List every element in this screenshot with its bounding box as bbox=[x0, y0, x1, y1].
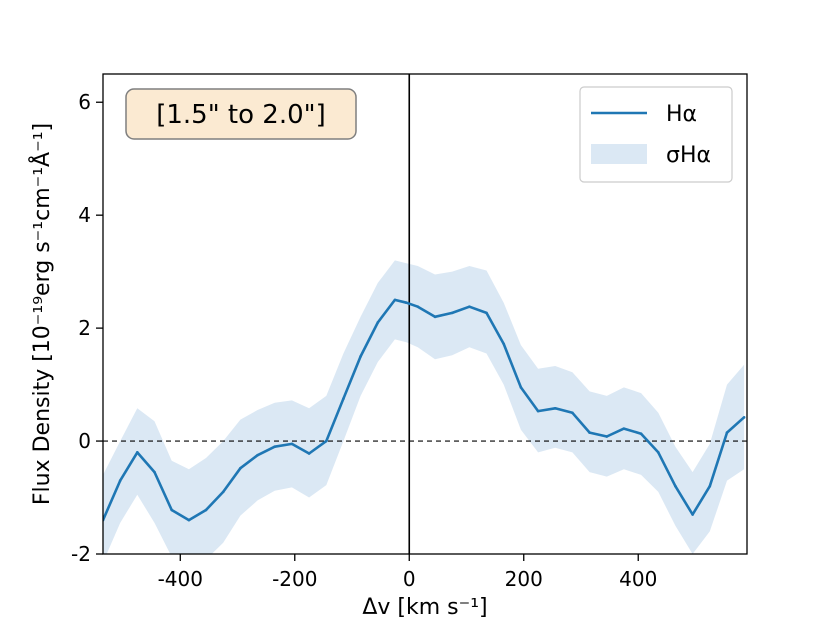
y-tick-label: -2 bbox=[71, 542, 91, 566]
y-tick-label: 4 bbox=[78, 203, 91, 227]
data-point bbox=[256, 453, 259, 457]
data-point bbox=[221, 490, 225, 494]
data-point bbox=[708, 484, 712, 488]
y-tick-label: 2 bbox=[78, 316, 91, 340]
error-band bbox=[103, 260, 745, 554]
annotation-box: [1.5" to 2.0"] bbox=[125, 88, 357, 140]
data-point bbox=[307, 452, 311, 455]
data-point bbox=[536, 409, 540, 413]
data-point bbox=[405, 301, 408, 305]
data-point bbox=[691, 513, 694, 516]
data-point bbox=[553, 407, 557, 410]
data-point bbox=[605, 435, 609, 438]
data-points bbox=[103, 298, 746, 522]
data-point bbox=[170, 508, 173, 512]
data-point bbox=[450, 311, 454, 315]
plot-frame bbox=[102, 73, 748, 555]
x-axis-label: Δv [km s⁻¹] bbox=[362, 595, 487, 620]
data-point bbox=[342, 397, 345, 401]
data-point bbox=[324, 439, 328, 443]
y-tick-label: 0 bbox=[78, 429, 91, 453]
data-point bbox=[571, 411, 574, 415]
x-tick-label: -400 bbox=[158, 567, 203, 591]
data-point bbox=[674, 484, 677, 488]
data-point bbox=[639, 432, 643, 436]
data-point bbox=[588, 431, 591, 434]
data-point bbox=[433, 315, 437, 319]
plot-area bbox=[103, 74, 747, 554]
data-point bbox=[656, 451, 660, 454]
data-point bbox=[290, 442, 294, 446]
data-point bbox=[416, 305, 420, 308]
x-tick-label: 0 bbox=[403, 567, 416, 591]
legend-band-swatch bbox=[591, 144, 647, 164]
x-tick-label: -200 bbox=[272, 567, 317, 591]
data-point bbox=[725, 431, 729, 434]
annotation-text: [1.5" to 2.0"] bbox=[156, 100, 326, 130]
data-point bbox=[118, 479, 122, 482]
data-point bbox=[273, 445, 277, 449]
y-axis-label: Flux Density [10⁻¹⁹erg s⁻¹cm⁻¹Å⁻¹] bbox=[28, 123, 55, 505]
data-point bbox=[376, 321, 380, 324]
data-point bbox=[393, 298, 397, 302]
data-point bbox=[359, 355, 362, 358]
data-point bbox=[502, 342, 506, 346]
data-point bbox=[136, 451, 139, 454]
data-point bbox=[622, 427, 626, 430]
legend-label-sigma: σHα bbox=[666, 143, 711, 168]
data-point bbox=[204, 508, 208, 512]
data-point bbox=[187, 518, 191, 522]
data-point bbox=[153, 470, 156, 474]
y-tick-label: 6 bbox=[78, 90, 91, 114]
data-point bbox=[468, 305, 471, 308]
data-point bbox=[742, 416, 746, 419]
data-point bbox=[239, 466, 242, 470]
data-point bbox=[519, 386, 523, 389]
x-axis-ticks: -400 -200 0 200 400 bbox=[158, 554, 657, 591]
legend-label-halpha: Hα bbox=[666, 102, 697, 127]
legend: Hα σHα bbox=[579, 86, 733, 183]
data-point bbox=[485, 311, 488, 315]
y-axis-ticks: -2 0 2 4 6 bbox=[71, 90, 103, 566]
x-tick-label: 400 bbox=[619, 567, 657, 591]
x-tick-label: 200 bbox=[505, 567, 543, 591]
